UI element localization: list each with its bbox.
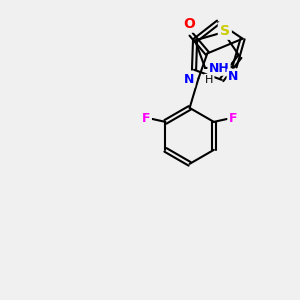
Text: F: F: [142, 112, 151, 125]
Text: S: S: [220, 24, 230, 38]
Text: H: H: [205, 75, 213, 85]
Text: NH: NH: [209, 61, 230, 74]
Text: N: N: [228, 70, 238, 83]
Text: N: N: [184, 74, 194, 86]
Text: F: F: [229, 112, 237, 125]
Text: O: O: [184, 17, 196, 31]
